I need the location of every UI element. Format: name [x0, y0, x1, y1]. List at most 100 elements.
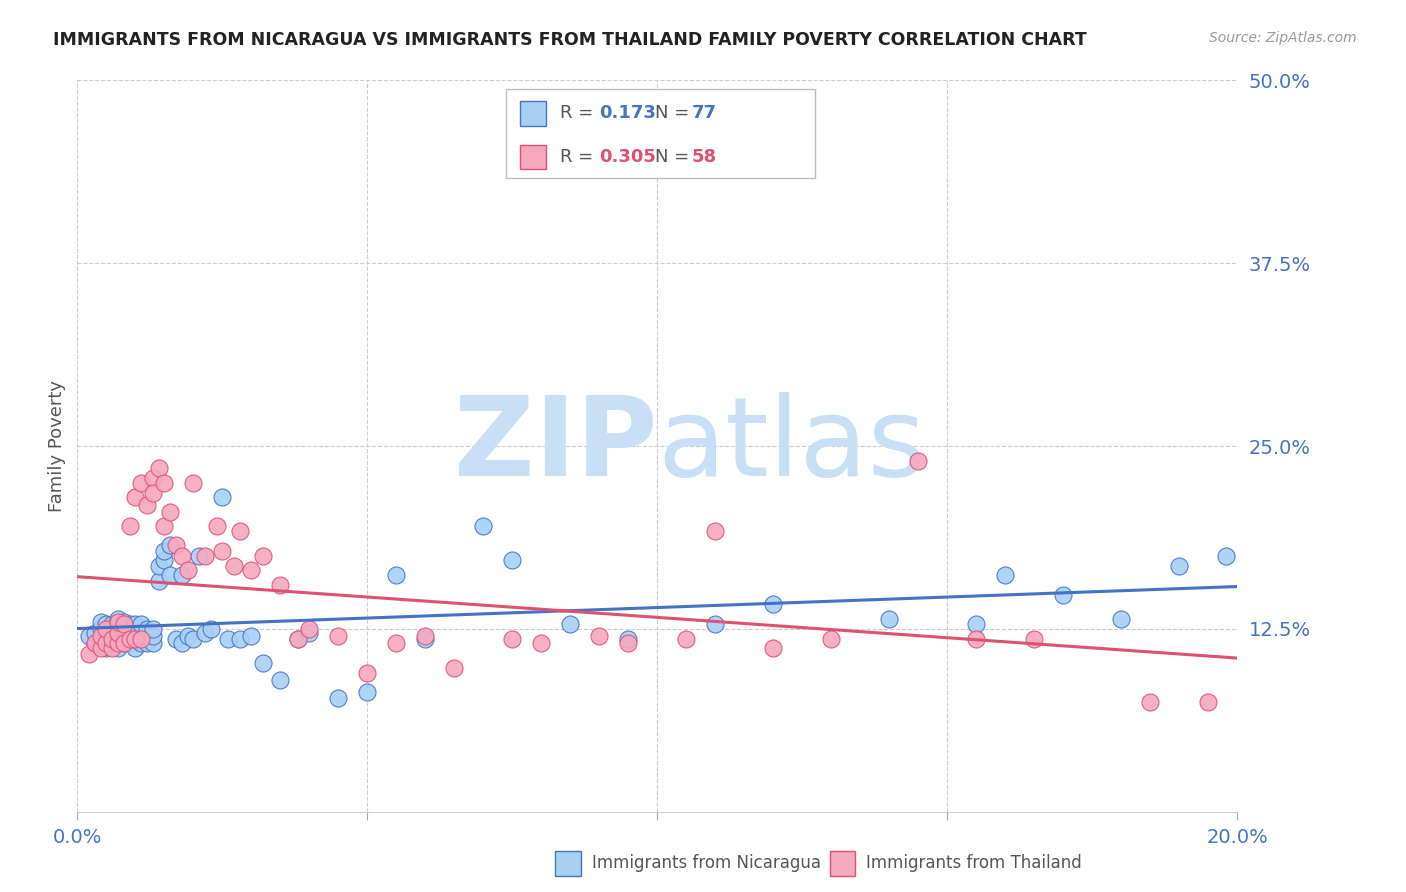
Point	[1168, 558, 1191, 573]
Point	[704, 617, 727, 632]
Point	[159, 505, 181, 519]
Point	[107, 622, 129, 636]
Point	[124, 632, 146, 646]
Point	[129, 632, 152, 646]
Point	[1215, 549, 1237, 563]
Point	[269, 578, 291, 592]
Text: Immigrants from Thailand: Immigrants from Thailand	[866, 855, 1081, 872]
Point	[588, 629, 610, 643]
Point	[356, 685, 378, 699]
Point	[112, 626, 135, 640]
Point	[194, 626, 217, 640]
Text: R =: R =	[560, 104, 599, 122]
Point	[118, 519, 141, 533]
Point	[136, 498, 159, 512]
Point	[194, 549, 217, 563]
Point	[762, 597, 785, 611]
Point	[129, 629, 152, 643]
Point	[118, 636, 141, 650]
Point	[124, 490, 146, 504]
Point	[112, 615, 135, 629]
Point	[124, 626, 146, 640]
Point	[153, 475, 176, 490]
Point	[101, 640, 124, 655]
Point	[101, 632, 124, 646]
Point	[252, 549, 274, 563]
Point	[96, 617, 118, 632]
Point	[200, 622, 222, 636]
Point	[107, 612, 129, 626]
Text: Immigrants from Nicaragua: Immigrants from Nicaragua	[592, 855, 821, 872]
Point	[1197, 695, 1219, 709]
Point	[90, 615, 111, 629]
Point	[472, 519, 495, 533]
Point	[994, 567, 1017, 582]
Point	[112, 617, 135, 632]
Point	[385, 636, 408, 650]
Point	[501, 632, 523, 646]
Point	[83, 626, 105, 640]
Point	[877, 612, 901, 626]
Point	[1139, 695, 1161, 709]
Point	[217, 632, 239, 646]
Point	[530, 636, 553, 650]
Point	[183, 475, 205, 490]
Point	[211, 544, 233, 558]
Point	[443, 661, 465, 675]
Point	[129, 617, 152, 632]
Point	[188, 549, 211, 563]
Point	[112, 636, 135, 650]
Point	[107, 640, 129, 655]
Point	[142, 471, 165, 485]
Point	[148, 558, 170, 573]
Point	[101, 636, 124, 650]
Point	[328, 629, 350, 643]
Point	[77, 629, 100, 643]
Point	[617, 636, 640, 650]
Point	[170, 636, 193, 650]
Point	[170, 567, 193, 582]
Point	[107, 632, 129, 646]
Point	[136, 622, 159, 636]
Point	[385, 567, 408, 582]
Text: 0.173: 0.173	[599, 104, 655, 122]
Point	[356, 665, 378, 680]
Point	[90, 640, 111, 655]
Point	[159, 539, 181, 553]
Point	[101, 626, 124, 640]
Point	[176, 563, 198, 577]
Point	[142, 485, 165, 500]
Point	[298, 626, 321, 640]
Point	[124, 640, 146, 655]
Text: R =: R =	[560, 148, 599, 166]
Point	[228, 632, 252, 646]
Point	[287, 632, 309, 646]
Point	[205, 519, 228, 533]
Point	[1024, 632, 1046, 646]
Point	[101, 632, 124, 646]
Point	[165, 539, 187, 553]
Point	[328, 690, 350, 705]
Point	[96, 640, 118, 655]
Point	[83, 636, 105, 650]
Point	[107, 615, 129, 629]
Point	[617, 632, 640, 646]
Point	[129, 475, 152, 490]
Point	[90, 632, 111, 646]
Point	[820, 632, 842, 646]
Point	[183, 632, 205, 646]
Point	[136, 636, 159, 650]
Point	[148, 461, 170, 475]
Point	[176, 629, 198, 643]
Point	[965, 632, 987, 646]
Point	[269, 673, 291, 687]
Point	[77, 647, 100, 661]
Text: 0.305: 0.305	[599, 148, 655, 166]
Point	[298, 622, 321, 636]
Text: atlas: atlas	[658, 392, 925, 500]
Point	[90, 622, 111, 636]
Point	[118, 617, 141, 632]
Point	[107, 636, 129, 650]
Point	[142, 629, 165, 643]
Point	[762, 640, 785, 655]
